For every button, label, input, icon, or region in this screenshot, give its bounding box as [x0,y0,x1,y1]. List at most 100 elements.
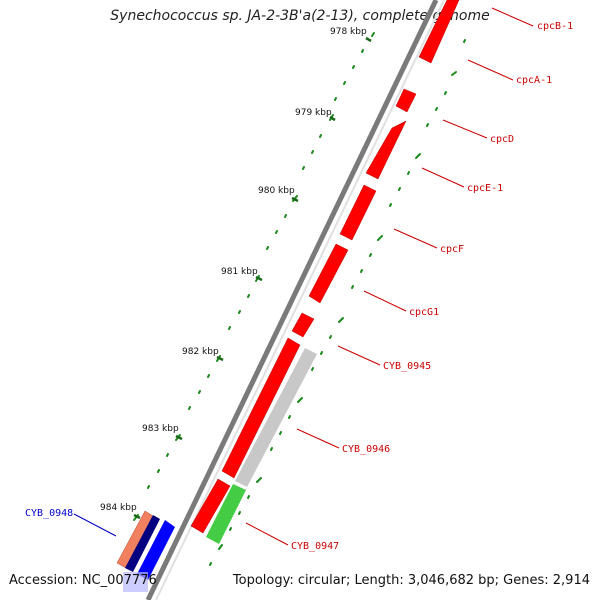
scale-labels: 978 kbp 979 kbp 980 kbp 981 kbp 982 kbp … [100,27,367,513]
gene-CYB_0948[interactable] [137,520,175,580]
gene-label-cpcD[interactable]: cpcD [490,134,514,145]
accession-label: Accession: NC_007776 [9,573,157,588]
gene-cpcD[interactable] [365,120,407,180]
leader-cpcE-1 [421,167,465,188]
other-feature-track [206,348,317,544]
leader-CYB_0945 [337,345,381,366]
gene-label-cpcB-1[interactable]: cpcB-1 [537,21,573,32]
gc-dot [157,469,160,473]
gc-dot [218,544,223,550]
gc-dot [302,166,305,170]
gc-dot [352,65,355,69]
leader-CYB_0946 [296,428,340,449]
tick-label-984: 984 kbp [100,503,137,513]
gene-labels: cpcB-1 cpcA-1 cpcD cpcE-1 cpcF cpcG1 CYB… [25,21,573,552]
gc-dot [334,97,337,101]
feature-navy[interactable] [125,515,160,572]
gc-dot [371,32,375,37]
gc-dot [329,335,332,339]
leader-cpcG1 [363,290,407,312]
tick-mark-979 [329,115,336,122]
tick-label-982: 982 kbp [182,347,219,357]
leader-CYB_0947 [245,522,289,546]
gc-dot [256,477,262,483]
tick-mark-983 [175,434,183,441]
gc-dot [463,39,466,43]
reverse-gene-track [116,510,175,592]
gene-cpcG1[interactable] [291,312,315,338]
gc-dot [338,317,344,323]
gc-dot [451,71,457,76]
gene-label-CYB_0948[interactable]: CYB_0948 [25,508,73,519]
gc-dot [275,230,278,234]
gene-CYB_0945[interactable] [221,337,301,479]
tick-label-980: 980 kbp [258,186,295,196]
leader-cpcB-1 [491,7,534,27]
gene-label-cpcF[interactable]: cpcF [440,244,464,255]
gene-cpcE-1[interactable] [339,184,377,241]
genome-backbone [145,0,445,600]
gc-dot [398,187,401,191]
gc-dot [319,134,322,138]
gc-dot [247,495,250,499]
gc-dot [147,485,150,489]
gc-dot [270,447,273,451]
gc-dot [320,351,323,355]
leader-CYB_0948 [73,513,117,537]
tick-label-983: 983 kbp [142,424,179,434]
gc-dot [444,91,447,95]
gc-dot [311,150,314,154]
gc-dot [288,415,291,419]
gc-dot [228,326,231,330]
gc-dot-track-inner [209,39,466,566]
gc-dot [351,285,354,289]
gc-dot [361,49,364,53]
gc-dot [266,246,269,250]
gc-dot [415,153,421,159]
gene-label-CYB_0947[interactable]: CYB_0947 [291,541,339,552]
gc-dot [247,294,250,298]
gc-dot [166,453,169,457]
tick-label-978: 978 kbp [330,27,367,37]
gc-dot [198,390,201,394]
gc-dot [279,431,282,435]
gc-dot [343,81,346,85]
feature-lavender-block [123,572,148,592]
leader-cpcD [442,119,488,139]
gene-label-cpcG1[interactable]: cpcG1 [409,307,439,318]
genome-summary: Topology: circular; Length: 3,046,682 bp… [232,573,590,588]
gene-label-CYB_0946[interactable]: CYB_0946 [342,444,390,455]
gc-dot [389,203,392,207]
gc-dot [311,367,314,371]
gene-label-cpcA-1[interactable]: cpcA-1 [516,75,552,86]
gc-dot [426,123,429,127]
gc-dot [297,397,303,403]
forward-gene-track [190,0,460,534]
gene-cpcF[interactable] [308,243,349,304]
gene-label-CYB_0945[interactable]: CYB_0945 [383,361,431,372]
gene-cpcB-1[interactable] [418,0,460,64]
tick-mark-980 [291,196,299,203]
gc-dot [407,171,410,175]
gc-dot [229,527,232,531]
label-leaders [73,7,534,546]
tick-mark-978 [365,36,372,43]
gc-dot [360,269,363,273]
tick-mark-981 [255,275,263,282]
gene-label-cpcE-1[interactable]: cpcE-1 [467,183,503,194]
gc-dot [284,214,287,218]
gc-dot [377,235,383,241]
leader-cpcA-1 [467,59,514,81]
gc-dot [188,406,191,410]
gc-dot [238,310,241,314]
tick-mark-982 [216,355,224,362]
gc-dot [238,511,241,515]
feature-gray[interactable] [235,348,317,487]
scale-ticks [133,36,372,520]
gene-CYB_0946[interactable] [190,478,231,534]
map-title: Synechococcus sp. JA-2-3B'a(2-13), compl… [110,8,490,24]
tick-label-981: 981 kbp [221,267,258,277]
gene-cpcA-1[interactable] [395,88,417,113]
feature-green-CYB_0947[interactable] [206,484,246,544]
